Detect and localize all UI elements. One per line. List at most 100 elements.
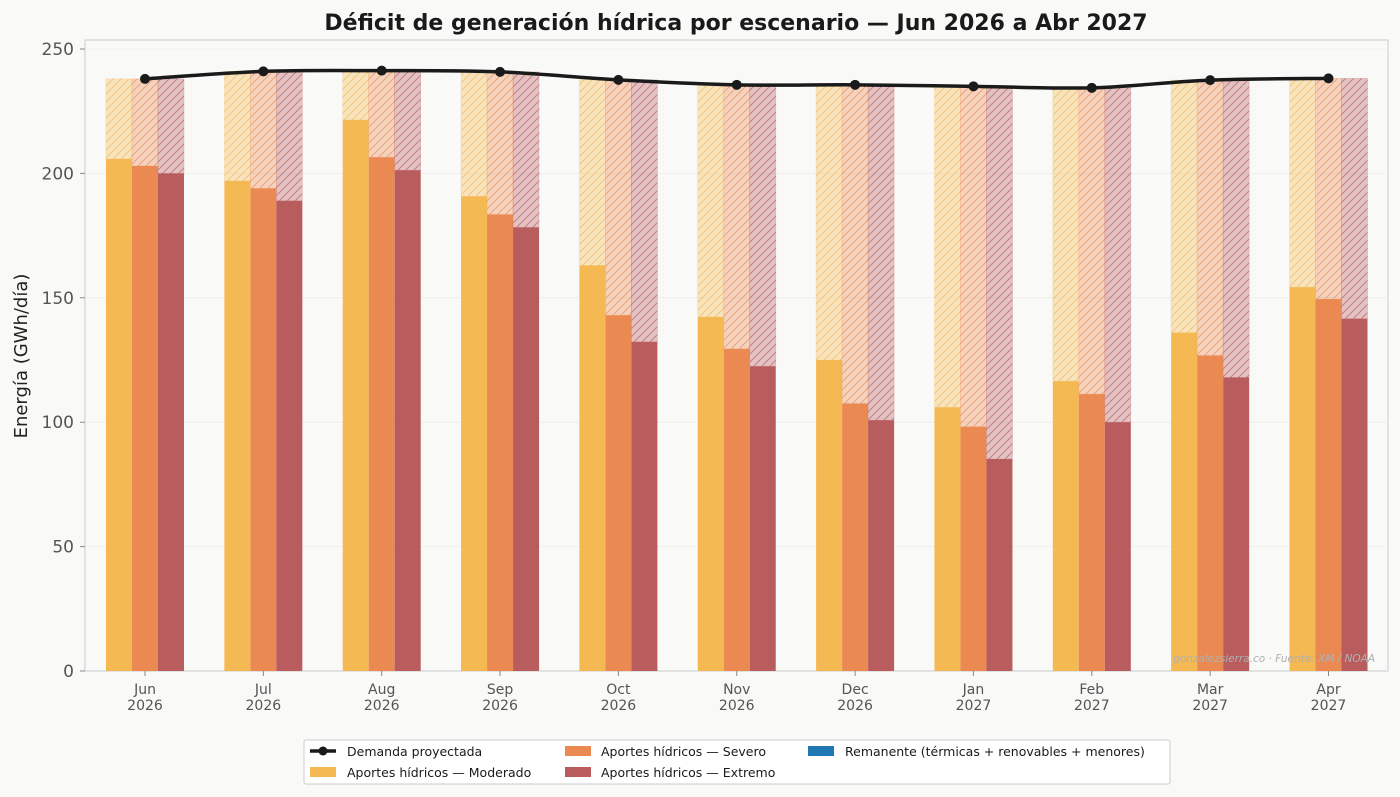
bars	[105, 70, 1368, 672]
y-axis-label: Energía (GWh/día)	[11, 274, 32, 439]
bar	[1289, 287, 1316, 671]
bar	[513, 227, 540, 672]
deficit-bar	[486, 71, 514, 215]
bar	[132, 165, 158, 671]
x-tick-label-year: 2027	[1074, 698, 1110, 714]
x-tick-label-year: 2026	[601, 698, 637, 714]
legend-label-extremo: Aportes hídricos — Extremo	[601, 765, 775, 780]
x-tick-label-month: Jan	[962, 682, 985, 698]
deficit-bar	[631, 79, 658, 343]
x-tick-label-month: Feb	[1079, 682, 1104, 698]
deficit-bar	[934, 86, 961, 408]
bar	[842, 403, 869, 671]
deficit-bar	[131, 78, 159, 167]
demand-line	[140, 65, 1334, 93]
bar	[697, 316, 724, 671]
x-tick-label-year: 2026	[246, 698, 282, 714]
legend-swatch-remanente	[808, 746, 834, 756]
x-tick-label-month: Jul	[254, 682, 272, 698]
demand-point	[1323, 73, 1334, 84]
bar	[1197, 355, 1224, 671]
demand-point	[731, 79, 742, 90]
x-tick-label-year: 2026	[719, 698, 755, 714]
bar	[106, 158, 132, 671]
deficit-bar	[697, 84, 725, 318]
deficit-bar	[1289, 78, 1316, 288]
deficit-bar	[368, 70, 396, 158]
deficit-bar	[276, 71, 303, 202]
legend-box	[303, 739, 1171, 785]
deficit-bar	[512, 71, 540, 228]
legend-swatch-extremo	[565, 767, 591, 777]
demand-point	[495, 66, 506, 77]
bar	[224, 180, 251, 671]
deficit-bar	[749, 84, 777, 367]
demand-point	[968, 81, 979, 92]
deficit-bar	[1315, 78, 1342, 300]
legend-demand-marker	[318, 746, 328, 756]
deficit-bar	[1222, 79, 1250, 378]
bar	[579, 265, 606, 671]
bar	[394, 170, 421, 672]
bar	[749, 366, 776, 671]
legend-label-moderado: Aportes hídricos — Moderado	[347, 765, 531, 780]
x-tick-label-year: 2027	[1192, 698, 1228, 714]
deficit-bar	[723, 84, 751, 350]
deficit-bar	[986, 86, 1013, 460]
x-tick-label-month: Mar	[1197, 682, 1224, 698]
deficit-bar	[815, 84, 843, 361]
chart-title: Déficit de generación hídrica por escena…	[324, 11, 1147, 36]
bar	[723, 348, 750, 671]
bar	[960, 426, 987, 671]
deficit-bar	[605, 79, 632, 316]
bar	[1223, 377, 1250, 671]
x-tick-label-year: 2026	[482, 698, 518, 714]
bar	[816, 360, 843, 671]
deficit-bar	[841, 84, 869, 404]
deficit-bar	[1078, 87, 1106, 395]
x-tick-label-month: Aug	[368, 682, 395, 698]
bar	[1052, 381, 1079, 671]
x-axis-ticks: Jun2026Jul2026Aug2026Sep2026Oct2026Nov20…	[127, 671, 1346, 714]
x-tick-label-year: 2026	[837, 698, 873, 714]
x-tick-label-month: Jun	[133, 682, 156, 698]
deficit-bar	[1196, 79, 1224, 356]
bar	[605, 315, 632, 671]
legend-swatch-moderado	[310, 767, 336, 777]
bar	[934, 407, 961, 671]
bar	[868, 420, 895, 671]
bar	[1078, 394, 1105, 671]
demand-point	[850, 79, 861, 90]
bar	[487, 214, 514, 671]
deficit-bar	[867, 84, 895, 421]
deficit-bar	[105, 78, 133, 160]
x-tick-label-month: Dec	[842, 682, 869, 698]
deficit-bar	[960, 86, 987, 427]
deficit-bar	[342, 70, 370, 121]
deficit-bar	[1052, 87, 1080, 382]
x-tick-label-month: Apr	[1316, 682, 1340, 698]
y-tick-label: 100	[42, 413, 74, 433]
x-tick-label-year: 2027	[956, 698, 992, 714]
bar	[1315, 299, 1342, 671]
bar	[342, 119, 369, 671]
y-tick-label: 150	[42, 289, 74, 309]
x-tick-label-year: 2026	[127, 698, 163, 714]
watermark-source: gonzalezsierra.co · Fuente: XM / NOAA	[1173, 653, 1375, 665]
bar	[631, 341, 658, 671]
x-tick-label-month: Oct	[606, 682, 631, 698]
bar	[461, 196, 488, 671]
bar	[276, 200, 303, 671]
legend-label-remanente: Remanente (térmicas + renovables + menor…	[845, 744, 1145, 759]
legend-label-severo: Aportes hídricos — Severo	[601, 744, 766, 759]
bar	[1104, 422, 1131, 671]
bar	[1341, 318, 1368, 671]
deficit-bar	[250, 71, 277, 189]
demand-point	[613, 74, 624, 85]
deficit-bar	[1341, 78, 1368, 319]
bar	[158, 173, 184, 671]
deficit-bar	[460, 71, 488, 197]
legend-label-demand: Demanda proyectada	[347, 744, 482, 759]
bar	[986, 459, 1013, 671]
